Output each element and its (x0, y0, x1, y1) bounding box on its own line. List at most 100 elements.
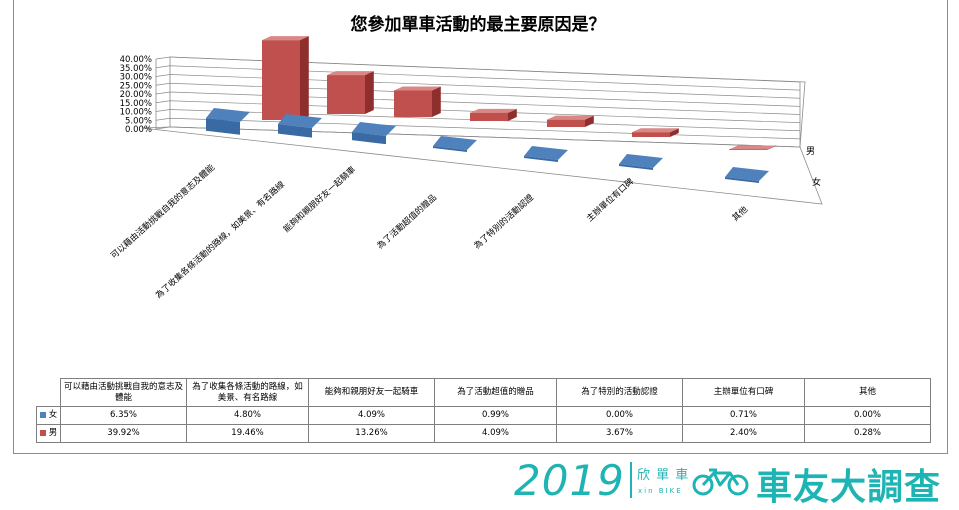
table-header: 能夠和親朋好友一起騎車 (308, 378, 435, 407)
series-labels: 男女 (806, 146, 821, 188)
legend-key-male (39, 430, 46, 436)
y-tick-label: 30.00% (120, 73, 152, 83)
table-cell: 0.00% (556, 406, 683, 425)
table-cell: 4.09% (308, 406, 435, 425)
bar-female (619, 154, 663, 170)
gridline (155, 56, 801, 83)
bar-side (300, 36, 309, 120)
bar-front (632, 132, 670, 137)
bar-front (327, 75, 365, 114)
table-header: 可以藉由活動挑戰自我的意志及體能 (60, 378, 187, 407)
series-name: 男 (48, 427, 58, 438)
table-cell: 6.35% (60, 406, 187, 425)
table-row-female: 女 6.35% 4.80% 4.09% 0.99% 0.00% 0.71% 0.… (36, 406, 931, 425)
brand-name: 欣 單 車 (637, 468, 690, 483)
bar-side (767, 145, 776, 150)
gridline (155, 126, 801, 148)
bar-front (524, 156, 558, 162)
category-label: 為了活動超值的贈品 (375, 192, 439, 251)
bar-male (470, 108, 517, 121)
gridline (155, 91, 801, 115)
bar-male (262, 36, 309, 120)
gridline (155, 74, 801, 99)
bar-male (729, 145, 776, 150)
bar-top (433, 136, 477, 150)
bar-male (547, 115, 594, 127)
bar-female (725, 167, 769, 183)
bar-side (365, 71, 374, 114)
brand-subtitle: xin BIKE (638, 487, 683, 495)
y-tick-label: 0.00% (125, 125, 152, 135)
table-cell: 39.92% (60, 424, 187, 443)
bar-top (725, 167, 769, 181)
brand-divider (630, 462, 632, 498)
table-corner (37, 379, 61, 407)
bar-female (206, 108, 250, 135)
category-label: 為了特別的活動認證 (472, 192, 537, 252)
data-table: 可以藉由活動挑戰自我的意志及體能 為了收集各條活動的路線，如美景、有名路線 能夠… (36, 378, 931, 443)
bar-side (585, 115, 594, 127)
chart-plot: 您參加單車活動的最主要原因是？ 0.00%5.00%10.00%15.00%20… (109, 14, 823, 301)
bar-female (352, 122, 396, 145)
bar-side (508, 108, 517, 121)
legend-cell-female: 女 (36, 406, 61, 425)
bar-front (433, 146, 467, 152)
bar-male (327, 71, 374, 114)
bar-top (524, 146, 568, 160)
bar-front (729, 149, 767, 150)
category-label: 能夠和親朋好友一起騎車 (281, 164, 358, 235)
table-header: 為了收集各條活動的路線，如美景、有名路線 (186, 378, 309, 407)
table-cell: 4.09% (434, 424, 557, 443)
table-cell: 3.67% (556, 424, 683, 443)
survey-title: 車友大調查 (756, 467, 942, 508)
gridline (155, 65, 801, 91)
table-header: 為了活動超值的贈品 (434, 378, 557, 407)
footer-brand: 2019 欣 單 車 xin BIKE 車友大調查 (514, 454, 954, 508)
category-label: 主辦單位有口碑 (584, 176, 636, 224)
table-header: 其他 (804, 378, 931, 407)
bar-front (470, 112, 508, 121)
y-tick-label: 15.00% (120, 99, 152, 109)
bar-front (262, 40, 300, 120)
bar-front (278, 124, 312, 138)
table-header: 主辦單位有口碑 (682, 378, 805, 407)
category-label: 其他 (730, 204, 750, 224)
series-label-female: 女 (812, 176, 821, 188)
table-cell: 0.71% (682, 406, 805, 425)
bar-side (670, 128, 679, 137)
legend-cell-male: 男 (36, 424, 61, 443)
bar-front (619, 164, 653, 170)
bar-front (394, 90, 432, 117)
gridline (155, 82, 801, 107)
table-header-row: 可以藉由活動挑戰自我的意志及體能 為了收集各條活動的路線，如美景、有名路線 能夠… (37, 378, 931, 407)
gridline (155, 100, 801, 123)
legend-key-female (39, 412, 46, 418)
bar-top (206, 108, 250, 122)
y-tick-label: 35.00% (120, 64, 152, 74)
bars (206, 36, 776, 183)
y-tick-label: 20.00% (120, 90, 152, 100)
bar-top (729, 145, 776, 150)
table-cell: 19.46% (186, 424, 309, 443)
bar-front (206, 118, 240, 135)
table-cell: 0.99% (434, 406, 557, 425)
table-cell: 0.28% (804, 424, 931, 443)
series-name: 女 (48, 409, 58, 420)
bar-female (278, 114, 322, 138)
bar-top (470, 108, 517, 113)
table-row-male: 男 39.92% 19.46% 13.26% 4.09% 3.67% 2.40%… (36, 424, 931, 443)
bar-female (433, 136, 477, 152)
bar-top (547, 115, 594, 120)
chart-title: 您參加單車活動的最主要原因是？ (351, 14, 606, 35)
table-cell: 0.00% (804, 406, 931, 425)
gridline (155, 117, 801, 140)
bar-top (394, 86, 441, 91)
bar-front (547, 119, 585, 127)
bar-top (262, 36, 309, 41)
bar-front (352, 132, 386, 145)
bar-top (352, 122, 396, 136)
table-header: 為了特別的活動認證 (556, 378, 683, 407)
bar-female (524, 146, 568, 162)
bar-top (278, 114, 322, 128)
bar-front (725, 177, 759, 183)
